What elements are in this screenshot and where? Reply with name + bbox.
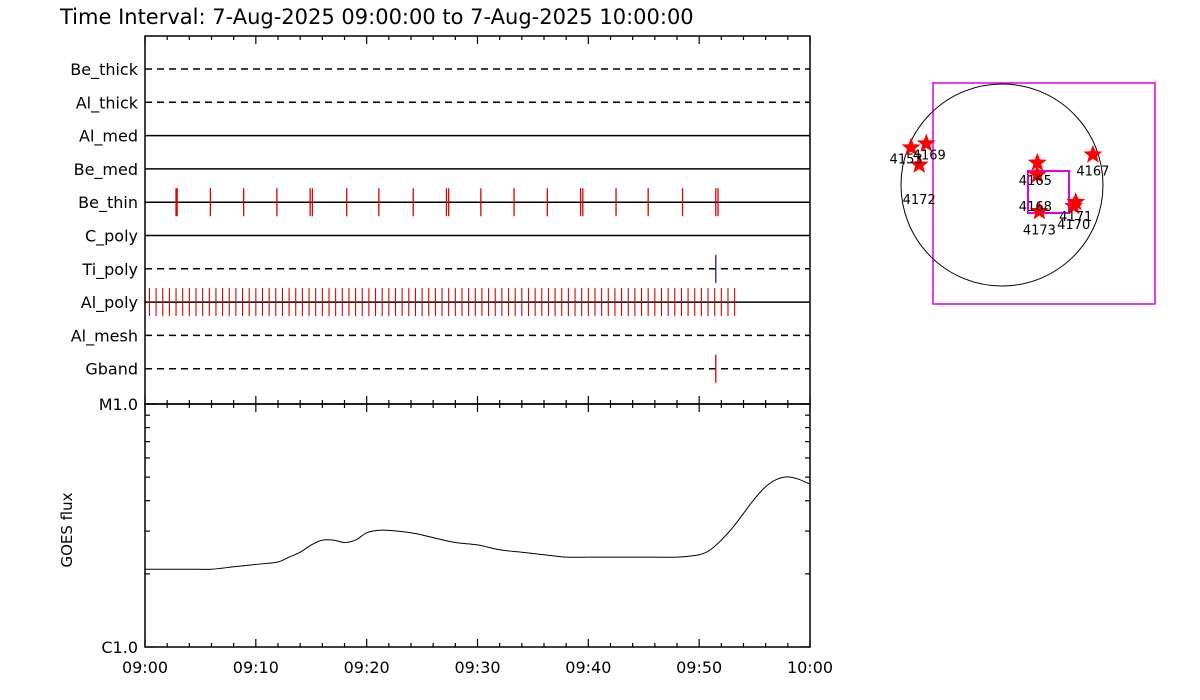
active-region-label-4169: 4169 (913, 149, 946, 164)
active-region-star-4169 (916, 133, 936, 152)
active-region-label-4171: 4171 (1059, 210, 1092, 225)
x-tick-label-0930: 09:30 (454, 658, 500, 677)
row-label-al_med: Al_med (79, 127, 138, 147)
goes-flux-line (144, 476, 811, 570)
goes-y-tick-label-m10: M1.0 (99, 395, 138, 414)
x-tick-label-0940: 09:40 (565, 658, 611, 677)
x-tick-label-0920: 09:20 (344, 658, 390, 677)
goes-panel: C1.0 M1.0 09:00 09:10 09:20 09:30 09:40 09:50 10… (58, 395, 833, 677)
row-label-be_thin: Be_thin (78, 193, 138, 213)
row-label-be_med: Be_med (74, 160, 138, 180)
timeline-frame (144, 35, 811, 405)
active-region-label-4165: 4165 (1019, 174, 1052, 189)
x-tick-label-1000: 10:00 (787, 658, 833, 677)
active-region-star-4171 (1066, 192, 1086, 211)
active-region-star-4167 (1083, 144, 1103, 163)
active-region-label-4167: 4167 (1076, 165, 1109, 180)
field-of-view-box (932, 82, 1156, 305)
active-region-label-4170: 4170 (1057, 218, 1090, 233)
x-tick-label-0910: 09:10 (233, 658, 279, 677)
active-region-label-4172: 4172 (903, 193, 936, 208)
goes-y-tick-label-c10: C1.0 (101, 638, 138, 657)
active-region-label-4168: 4168 (1019, 200, 1052, 215)
active-region-star-4168 (1027, 164, 1047, 183)
active-region-label-4153: 4153 (890, 153, 923, 168)
row-label-ti_poly: Ti_poly (81, 260, 138, 280)
goes-frame (144, 403, 811, 648)
x-tick-label-0900: 09:00 (122, 658, 168, 677)
active-region-star-4153 (901, 137, 921, 156)
row-label-al_thick: Al_thick (76, 93, 139, 113)
active-region-star-4172 (909, 154, 929, 173)
x-tick-label-0950: 09:50 (676, 658, 722, 677)
row-label-be_thick: Be_thick (70, 60, 138, 80)
goes-y-label: GOES flux (58, 492, 76, 567)
active-region-star-4165 (1027, 152, 1047, 171)
row-label-al_poly: Al_poly (81, 293, 138, 313)
active-region-label-4173: 4173 (1023, 223, 1056, 238)
row-label-gband: Gband (85, 360, 138, 379)
row-label-c_poly: C_poly (85, 227, 138, 247)
chart-title: Time Interval: 7-Aug-2025 09:00:00 to 7-… (59, 5, 694, 29)
timeline-panel: Be_thick Al_thick Al_med Be_med Be_thin C_pol… (70, 35, 811, 405)
solar-disk (900, 83, 1104, 287)
pointing-box (1027, 170, 1070, 214)
active-region-star-4173 (1029, 201, 1049, 220)
row-label-al_mesh: Al_mesh (71, 326, 138, 346)
